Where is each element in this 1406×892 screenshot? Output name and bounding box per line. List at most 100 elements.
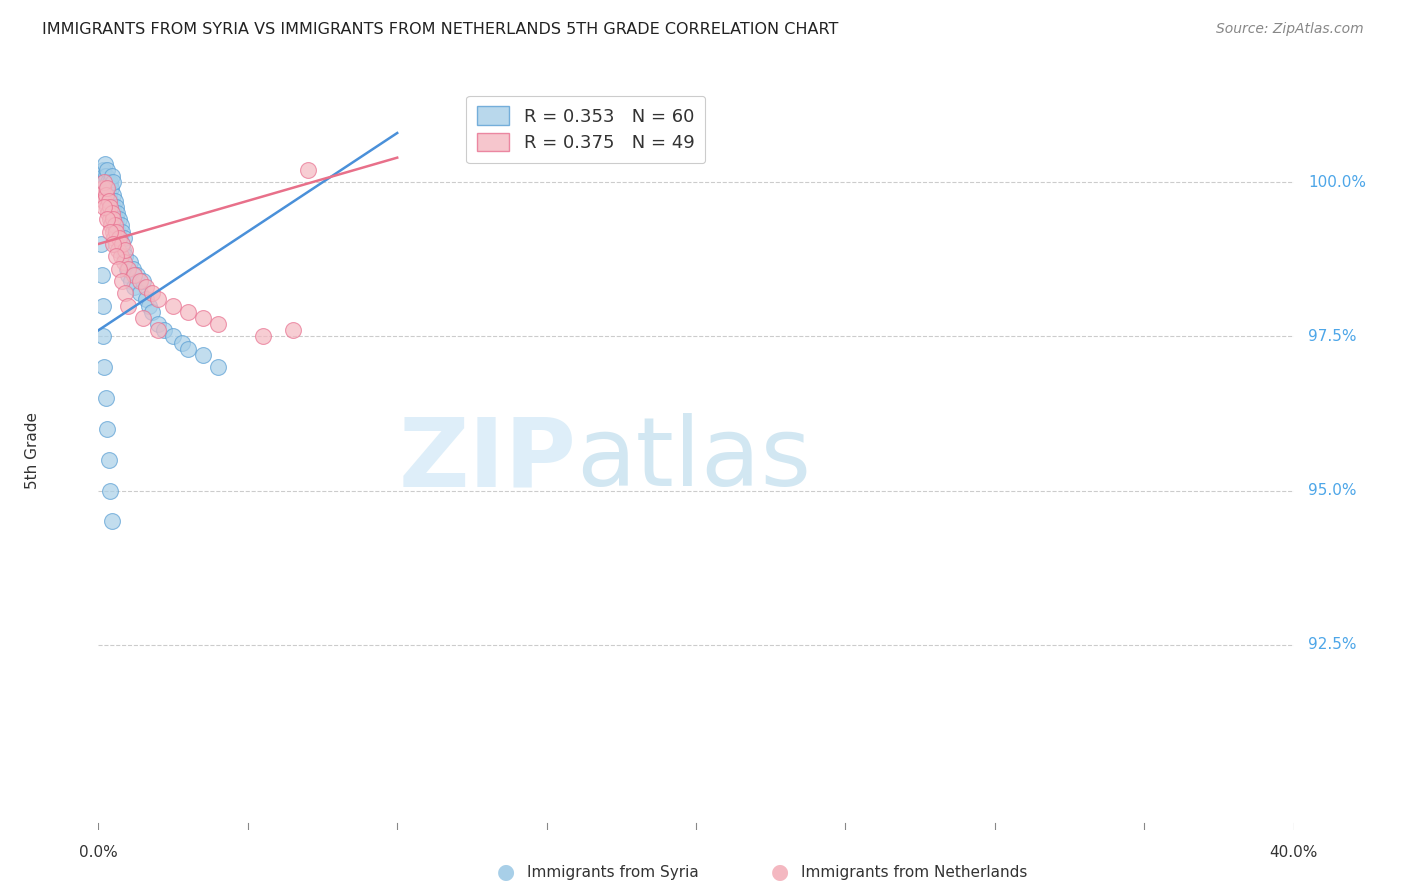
Point	[124, 268, 146, 282]
Point	[120, 274, 142, 288]
Point	[98, 194, 122, 208]
Point	[107, 243, 129, 257]
Point	[108, 231, 131, 245]
Point	[98, 175, 121, 189]
Point	[93, 194, 115, 208]
Text: 0.0%: 0.0%	[79, 845, 118, 860]
Point	[148, 293, 170, 307]
Text: Immigrants from Netherlands: Immigrants from Netherlands	[801, 865, 1028, 880]
Point	[252, 329, 274, 343]
Point	[135, 280, 157, 294]
Point	[132, 274, 155, 288]
Point	[103, 206, 125, 220]
Point	[93, 175, 115, 189]
Point	[117, 299, 139, 313]
Point	[115, 261, 138, 276]
Point	[191, 348, 214, 362]
Point	[297, 163, 319, 178]
Text: atlas: atlas	[576, 413, 811, 506]
Point	[103, 212, 125, 227]
Point	[97, 206, 120, 220]
Point	[141, 286, 163, 301]
Point	[105, 200, 128, 214]
Point	[96, 181, 118, 195]
Point	[96, 422, 118, 436]
Point	[117, 261, 139, 276]
Point	[108, 212, 131, 227]
Point	[103, 175, 125, 189]
Point	[90, 187, 112, 202]
Point	[97, 452, 120, 467]
Point	[108, 231, 131, 245]
Point	[103, 231, 125, 245]
Point	[91, 299, 114, 313]
Point	[96, 163, 118, 178]
Point	[118, 255, 141, 269]
Text: Immigrants from Syria: Immigrants from Syria	[527, 865, 699, 880]
Point	[98, 225, 122, 239]
Point	[112, 231, 135, 245]
Text: 5th Grade: 5th Grade	[25, 412, 41, 489]
Point	[138, 299, 160, 313]
Point	[172, 335, 194, 350]
Point	[93, 175, 115, 189]
Point	[111, 236, 134, 251]
Point	[96, 212, 118, 227]
Point	[101, 206, 124, 220]
Point	[177, 342, 200, 356]
Point	[103, 200, 125, 214]
Point	[153, 323, 176, 337]
Point	[98, 483, 122, 498]
Text: 92.5%: 92.5%	[1308, 637, 1357, 652]
Text: 40.0%: 40.0%	[1270, 845, 1317, 860]
Text: ●: ●	[772, 863, 789, 882]
Point	[135, 293, 157, 307]
Point	[111, 225, 134, 239]
Point	[114, 286, 136, 301]
Point	[207, 317, 229, 331]
Point	[191, 310, 214, 325]
Point	[96, 200, 118, 214]
Point	[132, 310, 155, 325]
Point	[90, 236, 112, 251]
Point	[111, 274, 134, 288]
Point	[105, 249, 128, 263]
Point	[101, 169, 124, 183]
Point	[101, 187, 124, 202]
Point	[97, 175, 120, 189]
Point	[97, 194, 120, 208]
Point	[162, 329, 184, 343]
Point	[104, 212, 127, 227]
Point	[93, 200, 115, 214]
Point	[96, 181, 118, 195]
Point	[114, 243, 136, 257]
Point	[105, 225, 128, 239]
Point	[94, 157, 117, 171]
Point	[104, 236, 127, 251]
Point	[162, 299, 184, 313]
Point	[100, 181, 122, 195]
Point	[112, 255, 135, 269]
Point	[94, 169, 117, 183]
Point	[281, 323, 304, 337]
Point	[148, 317, 170, 331]
Point	[94, 391, 117, 405]
Point	[127, 268, 149, 282]
Point	[121, 261, 143, 276]
Point	[114, 249, 136, 263]
Point	[91, 181, 114, 195]
Point	[117, 268, 139, 282]
Point	[141, 305, 163, 319]
Point	[108, 261, 131, 276]
Text: Source: ZipAtlas.com: Source: ZipAtlas.com	[1216, 22, 1364, 37]
Point	[98, 212, 121, 227]
Point	[105, 206, 128, 220]
Point	[148, 323, 170, 337]
Point	[98, 200, 122, 214]
Point	[104, 219, 127, 233]
Point	[101, 225, 124, 239]
Point	[177, 305, 200, 319]
Point	[93, 360, 115, 375]
Text: 97.5%: 97.5%	[1308, 329, 1357, 344]
Text: ZIP: ZIP	[398, 413, 576, 506]
